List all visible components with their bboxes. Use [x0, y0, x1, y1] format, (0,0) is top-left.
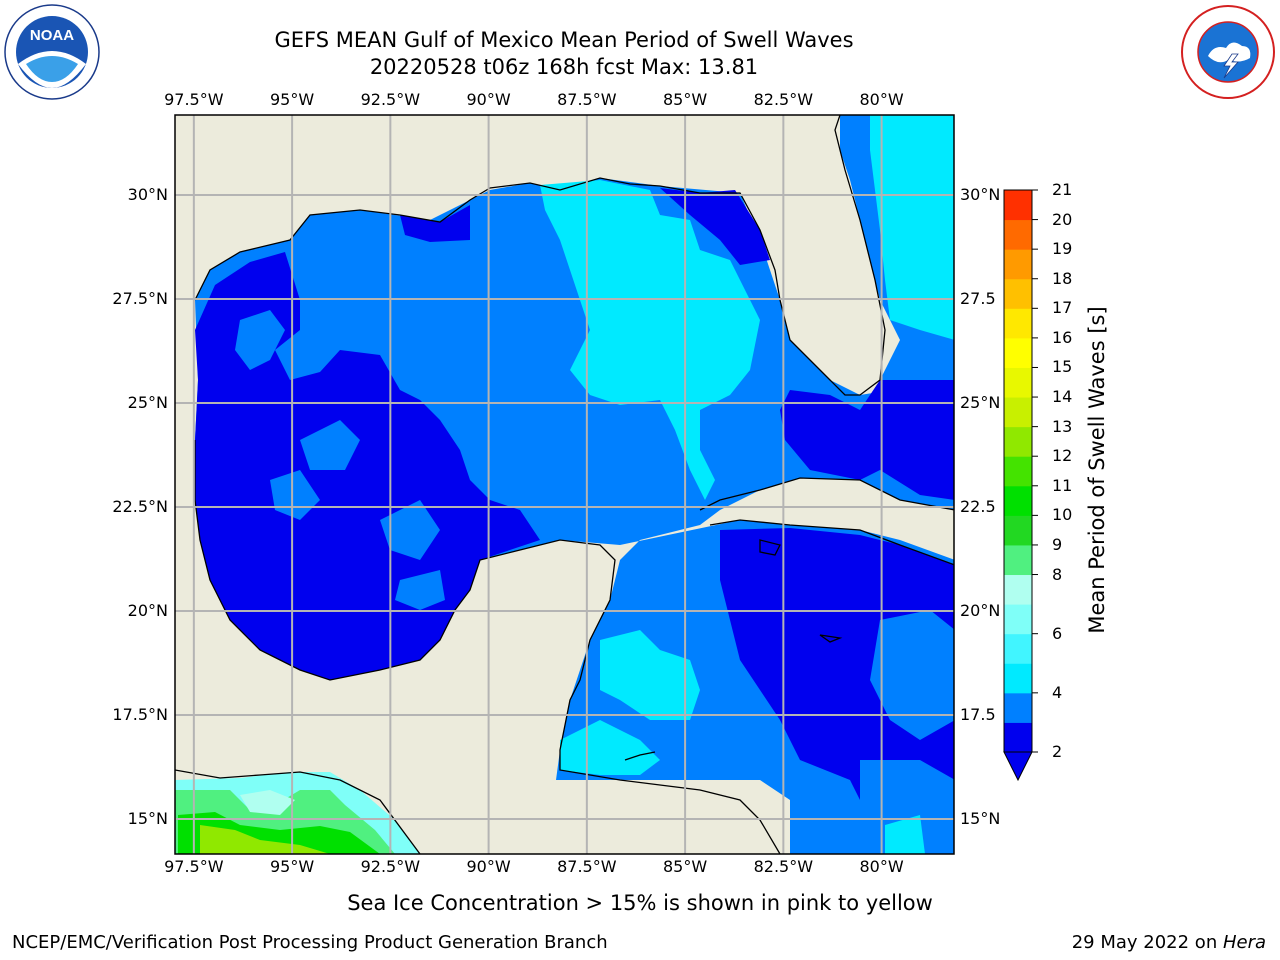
x-tick-label-top: 85°W	[663, 90, 708, 109]
colorbar-segment	[1004, 367, 1032, 398]
chart-title: GEFS MEAN Gulf of Mexico Mean Period of …	[274, 28, 854, 52]
colorbar-tick-label: 10	[1052, 505, 1073, 525]
colorbar-segment	[1004, 604, 1032, 635]
y-tick-label-right: 22.5	[960, 497, 996, 516]
y-tick-label-left: 17.5°N	[112, 705, 168, 724]
colorbar-segment	[1004, 692, 1032, 723]
west-florida-shelf-swell	[660, 188, 770, 265]
florida-straits-swell	[780, 360, 954, 500]
chart-subtitle: 20220528 t06z 168h fcst Max: 13.81	[369, 55, 759, 79]
colorbar-label: Mean Period of Swell Waves [s]	[1085, 306, 1109, 634]
colorbar-tick-label: 6	[1052, 623, 1063, 643]
colorbar-tick-label: 4	[1052, 682, 1063, 702]
colorbar-segment	[1004, 426, 1032, 457]
colorbar-tick-label: 15	[1052, 357, 1073, 377]
x-tick-label-bottom: 87.5°W	[557, 857, 617, 876]
x-tick-label-top: 80°W	[859, 90, 904, 109]
x-tick-label-top: 82.5°W	[753, 90, 814, 109]
footer-date-text: 29 May 2022 on	[1071, 932, 1223, 953]
western-gulf-swell	[195, 252, 540, 680]
colorbar-segment	[1004, 544, 1032, 576]
y-tick-label-left: 20°N	[127, 601, 168, 620]
x-tick-label-bottom: 95°W	[270, 857, 315, 876]
colorbar-tick-label: 14	[1052, 387, 1073, 407]
noaa-text: NOAA	[30, 27, 74, 44]
western-gulf-inner-mid	[235, 310, 445, 610]
x-tick-label-bottom: 90°W	[466, 857, 511, 876]
northern-gulf-swell	[400, 205, 470, 242]
colorbar-frame	[1003, 189, 1033, 753]
y-tick-label-left: 22.5°N	[112, 497, 168, 516]
colorbar-segment	[1004, 219, 1032, 250]
x-tick-label-bottom: 97.5°W	[164, 857, 224, 876]
colorbar-segment	[1004, 456, 1032, 487]
colorbar-segment	[1004, 397, 1032, 428]
footer-left-credit: NCEP/EMC/Verification Post Processing Pr…	[12, 932, 608, 953]
colorbar-segment	[1004, 337, 1032, 368]
colorbar-tick-label: 18	[1052, 268, 1073, 288]
colorbar-tick-label: 11	[1052, 475, 1073, 495]
x-tick-label-top: 95°W	[270, 90, 315, 109]
x-tick-label-top: 87.5°W	[557, 90, 617, 109]
colorbar	[1003, 189, 1038, 782]
honduras-gulf-swell	[560, 630, 700, 775]
x-tick-label-top: 92.5°W	[360, 90, 421, 109]
y-tick-label-left: 25°N	[127, 393, 168, 412]
colorbar-segment	[1004, 249, 1032, 280]
x-tick-label-bottom: 85°W	[663, 857, 708, 876]
colorbar-tick-label: 20	[1052, 209, 1073, 229]
colorbar-tick-label: 8	[1052, 564, 1063, 584]
y-tick-label-left: 30°N	[127, 185, 168, 204]
footer-machine: Hera	[1222, 932, 1266, 953]
colorbar-segment	[1004, 190, 1032, 221]
colorbar-tick-label: 12	[1052, 446, 1073, 466]
colorbar-tick-label: 2	[1052, 742, 1063, 761]
colorbar-segment	[1004, 485, 1032, 516]
colorbar-tick-label: 21	[1052, 180, 1073, 199]
coastlines	[175, 115, 954, 854]
colorbar-tick-label: 17	[1052, 298, 1073, 318]
colorbar-segment	[1004, 722, 1032, 753]
colorbar-segment	[1004, 574, 1032, 605]
pacific-yellowgreen-swell	[200, 825, 330, 854]
x-tick-label-bottom: 92.5°W	[360, 857, 421, 876]
footer-date: 29 May 2022 on Hera	[1072, 932, 1266, 954]
map-frame	[174, 114, 955, 855]
y-tick-label-right: 25°N	[960, 393, 1001, 412]
y-tick-label-right: 15°N	[960, 809, 1001, 828]
gridlines	[175, 115, 954, 854]
y-tick-label-right: 27.5	[960, 289, 996, 308]
caribbean-mid-swell	[860, 610, 954, 854]
colorbar-segment	[1004, 515, 1032, 546]
nws-logo	[1181, 5, 1275, 99]
caribbean-cyan-patch	[885, 815, 925, 854]
eastern-gulf-swell	[540, 180, 760, 500]
colorbar-segment	[1004, 633, 1032, 664]
colorbar-segment	[1004, 663, 1032, 694]
sea-ice-note: Sea Ice Concentration > 15% is shown in …	[347, 891, 933, 915]
pacific-light-patch	[240, 790, 295, 815]
noaa-logo: NOAA	[4, 4, 100, 100]
y-tick-label-left: 15°N	[127, 809, 168, 828]
colorbar-tick-label: 19	[1052, 239, 1073, 259]
colorbar-tick-label: 13	[1052, 416, 1073, 436]
colorbar-segment	[1004, 308, 1032, 339]
x-tick-label-top: 97.5°W	[164, 90, 224, 109]
x-tick-label-bottom: 80°W	[859, 857, 904, 876]
colorbar-segment	[1004, 278, 1032, 309]
atlantic-cyan-swell	[870, 115, 954, 340]
y-tick-label-right: 30°N	[960, 185, 1001, 204]
x-tick-label-bottom: 82.5°W	[753, 857, 814, 876]
colorbar-tick-label: 16	[1052, 327, 1073, 347]
colorbar-extend-min	[1003, 751, 1033, 782]
x-tick-label-top: 90°W	[466, 90, 511, 109]
y-tick-label-right: 17.5	[960, 705, 996, 724]
y-tick-label-right: 20°N	[960, 601, 1001, 620]
map-area	[175, 115, 954, 854]
colorbar-tick-label: 9	[1052, 534, 1063, 554]
y-tick-label-left: 27.5°N	[112, 289, 168, 308]
